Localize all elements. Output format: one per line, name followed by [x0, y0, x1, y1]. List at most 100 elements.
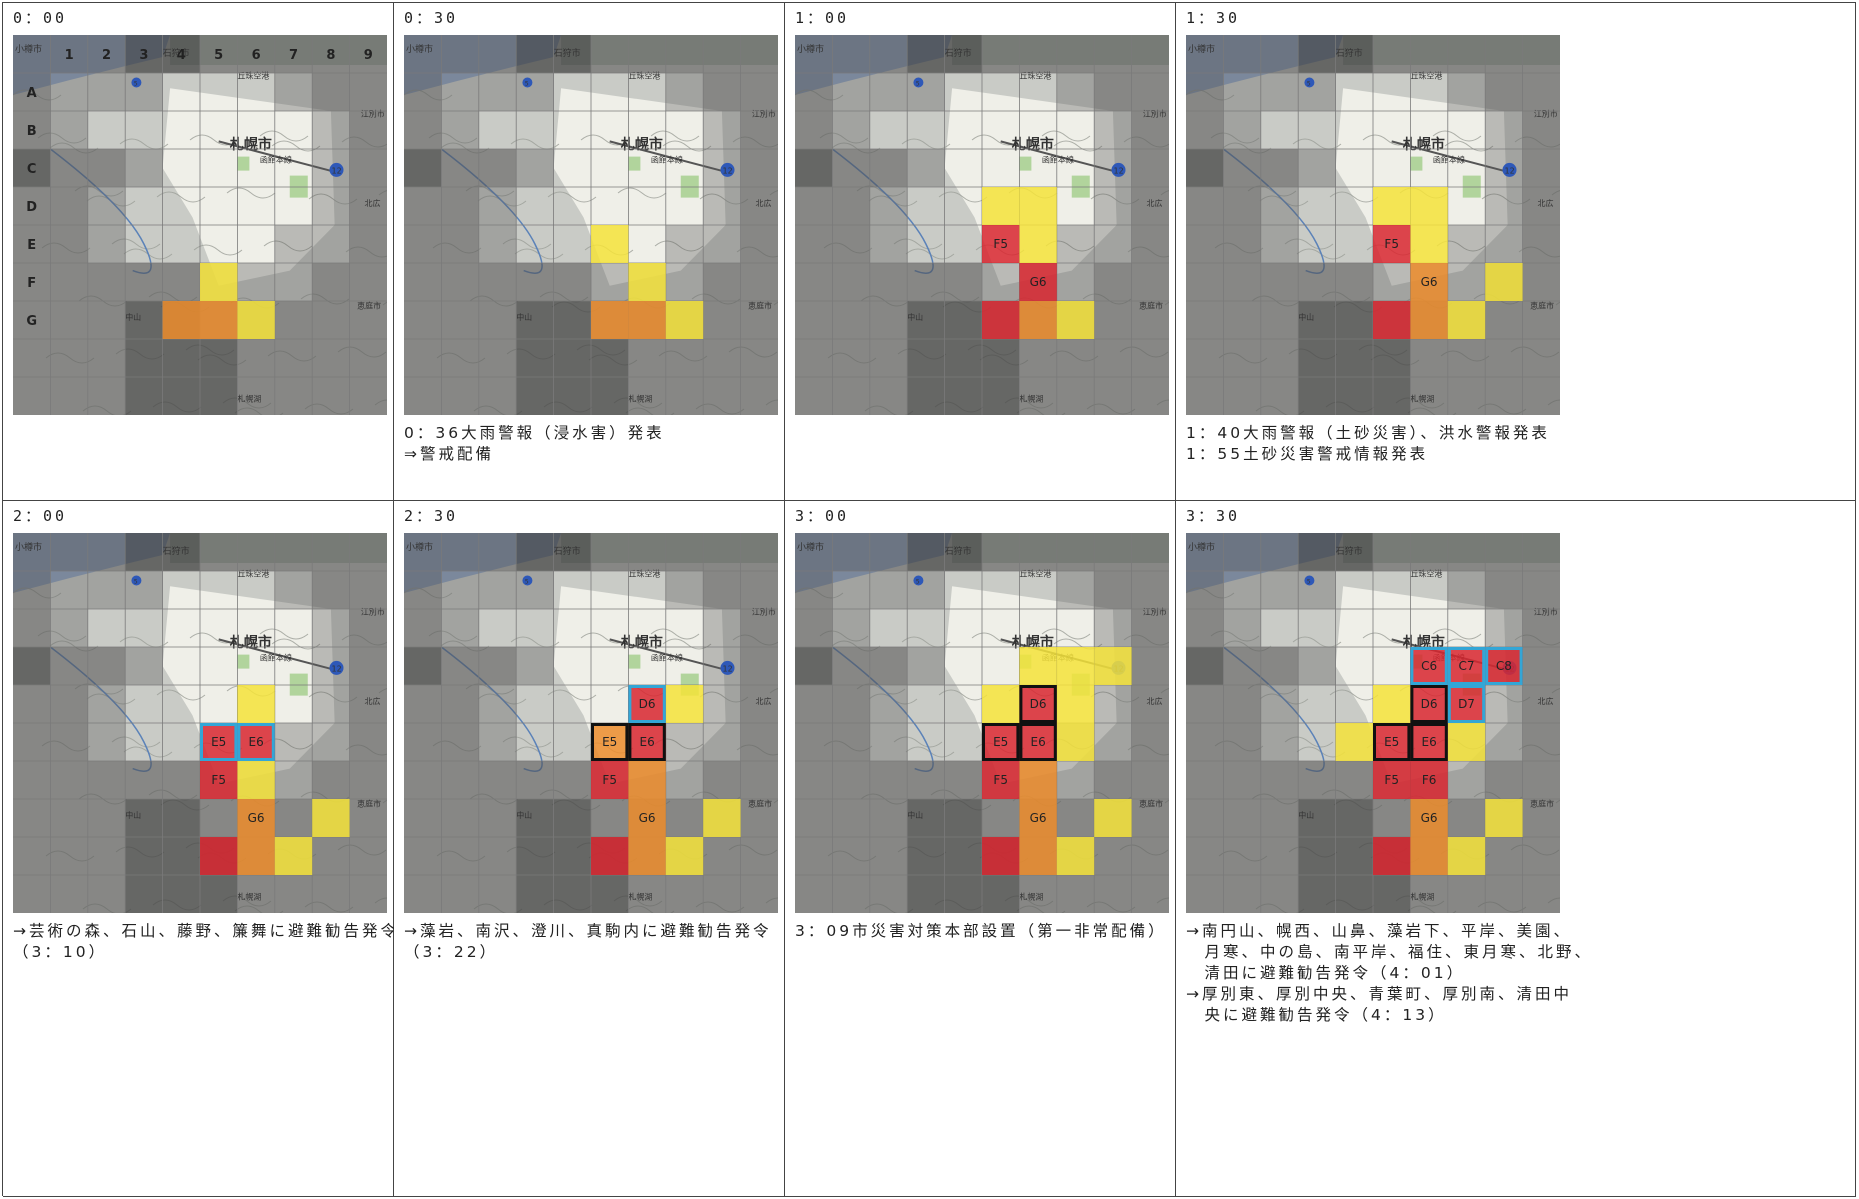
cell-shade	[1335, 377, 1373, 415]
cell-shade	[703, 609, 741, 647]
cell-shade	[703, 339, 741, 377]
cell-shade	[1223, 225, 1261, 263]
cell-shade	[516, 647, 554, 685]
cell-label: E5	[993, 735, 1008, 749]
cell-shade	[1186, 377, 1224, 415]
cell-shade	[404, 225, 442, 263]
cell-shade	[1298, 875, 1336, 913]
cell-shade	[795, 149, 833, 187]
cell-shade	[795, 73, 833, 111]
cell-shade	[1522, 149, 1560, 187]
kitahiroshima-label: 北広	[1538, 696, 1554, 706]
otaru-label: 小樽市	[1188, 541, 1215, 553]
cell-shade	[1056, 533, 1095, 571]
cell-label: F6	[1422, 773, 1437, 787]
route-badge	[720, 660, 735, 675]
caption-line: →芸術の森、石山、藤野、簾舞に避難勧告発令	[13, 922, 399, 940]
route-badge-small	[1304, 77, 1315, 88]
cell-shade	[274, 301, 313, 339]
airport-label: 丘珠空港	[628, 569, 660, 579]
cell-shade	[441, 225, 479, 263]
cell-shade	[1186, 73, 1224, 111]
cell-shade	[1447, 263, 1486, 301]
route-number: 12	[332, 166, 342, 175]
cell-shade	[591, 799, 629, 837]
risk-cell-red	[982, 761, 1020, 799]
cell-shade	[349, 35, 387, 73]
rail-label: 函館本線	[260, 154, 292, 164]
cell-shade	[832, 301, 870, 339]
cell-shade	[87, 647, 126, 685]
cell-shade	[50, 73, 88, 111]
cell-shade	[1223, 35, 1261, 73]
cell-label: F5	[993, 773, 1008, 787]
cell-shade	[665, 723, 704, 761]
risk-cell-yellow	[237, 761, 275, 799]
cell-shade	[13, 35, 51, 73]
cell-shade	[312, 225, 350, 263]
cell-shade	[87, 73, 126, 111]
eniwa-label: 恵庭市	[357, 301, 381, 311]
cell-label: F5	[993, 237, 1008, 251]
risk-cell-orange	[628, 837, 666, 875]
cell-shade	[740, 149, 778, 187]
cell-shade	[1522, 723, 1560, 761]
cell-shade	[832, 685, 870, 723]
airport-label: 丘珠空港	[1410, 71, 1442, 81]
cell-shade	[1485, 875, 1523, 913]
lake-label: 札幌湖	[1019, 892, 1043, 902]
risk-cell-red	[1447, 685, 1486, 723]
cell-shade	[516, 339, 554, 377]
risk-cell-orange	[1410, 799, 1448, 837]
cell-shade	[832, 647, 870, 685]
cell-shade	[795, 111, 833, 149]
cell-shade	[478, 837, 517, 875]
cell-shade	[441, 339, 479, 377]
panel-caption: →南円山、幌西、山鼻、藻岩下、平岸、美園、 月寒、中の島、南平岸、福住、東月寒、…	[1186, 921, 1593, 1026]
cell-shade	[1298, 73, 1336, 111]
cell-shade	[1223, 301, 1261, 339]
cell-shade	[50, 799, 88, 837]
cell-shade	[665, 377, 704, 415]
cell-shade	[50, 149, 88, 187]
cell-shade	[50, 571, 88, 609]
cell-shade	[869, 187, 908, 225]
cell-shade	[1373, 377, 1411, 415]
alert-outline-blue	[237, 723, 275, 761]
cell-shade	[1094, 533, 1132, 571]
cell-shade	[441, 35, 479, 73]
route-badge	[720, 162, 735, 177]
cell-shade	[1335, 761, 1373, 799]
route-badge	[1502, 162, 1517, 177]
cell-shade	[1335, 837, 1373, 875]
time-panel: 1：00 札幌市 丘珠空港 函館本線 江別市 北広 恵庭市 石狩市 小樽市 中山 札幌湖 12 5 F5 G…	[785, 3, 1176, 501]
risk-cell-orange	[628, 301, 666, 339]
risk-cell-yellow	[1019, 225, 1057, 263]
cell-shade	[1186, 571, 1224, 609]
risk-cell-orange	[591, 723, 629, 761]
cell-label: C7	[1458, 659, 1474, 673]
cell-shade	[200, 35, 238, 73]
cell-shade	[740, 533, 778, 571]
cell-shade	[832, 339, 870, 377]
cell-shade	[349, 377, 387, 415]
cell-label: D6	[1421, 697, 1438, 711]
row-label: G	[26, 314, 37, 329]
cell-shade	[1485, 685, 1523, 723]
cell-shade	[1186, 685, 1224, 723]
cell-shade	[1094, 111, 1132, 149]
risk-cell-yellow	[1410, 225, 1448, 263]
cell-shade	[516, 35, 554, 73]
rainfall-grid-map: 札幌市丘珠空港函館本線江別市北広恵庭市石狩市小樽市中山札幌湖125D6E5E6F…	[795, 533, 1169, 913]
cell-shade	[832, 609, 870, 647]
cell-shade	[478, 685, 517, 723]
cell-shade	[907, 339, 945, 377]
cell-shade	[553, 35, 591, 73]
cell-shade	[665, 73, 704, 111]
rainfall-grid-map: 札幌市 丘珠空港 函館本線 江別市 北広 恵庭市 石狩市 小樽市 中山 札幌湖 12 5 F5 G6	[1186, 35, 1560, 415]
cell-shade	[832, 35, 870, 73]
cell-shade	[703, 73, 741, 111]
cell-shade	[274, 761, 313, 799]
